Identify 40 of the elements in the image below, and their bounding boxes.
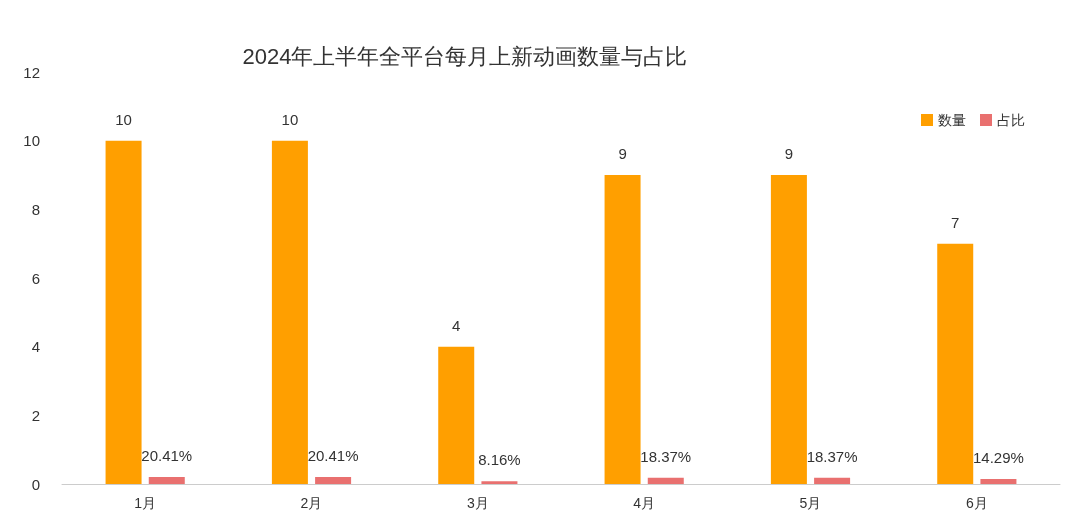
- bar: [980, 479, 1017, 484]
- x-tick-label: 4月: [633, 495, 656, 511]
- bar: [438, 346, 475, 484]
- data-label: 18.37%: [806, 447, 858, 465]
- data-label: 20.41%: [307, 446, 359, 464]
- y-tick-label: 2: [31, 406, 40, 424]
- data-label: 14.29%: [973, 449, 1024, 467]
- data-label: 10: [115, 110, 132, 128]
- legend-label: 数量: [938, 112, 966, 128]
- y-tick-label: 8: [31, 200, 40, 218]
- data-label: 4: [452, 316, 461, 334]
- data-label: 9: [618, 145, 627, 162]
- x-tick-label: 5月: [799, 495, 822, 511]
- bar: [647, 477, 684, 484]
- y-tick-label: 12: [23, 63, 40, 81]
- chart-title: 2024年上半年全平台每月上新动画数量与占比: [242, 43, 688, 69]
- bar: [814, 477, 851, 484]
- y-tick-label: 4: [31, 338, 40, 356]
- legend-label: 占比: [997, 112, 1025, 128]
- y-tick-label: 10: [23, 132, 40, 150]
- bar: [315, 476, 352, 484]
- y-tick-label: 0: [31, 475, 40, 493]
- bar: [105, 140, 142, 484]
- bar: [770, 175, 807, 484]
- data-label: 9: [784, 145, 794, 162]
- x-tick-label: 2月: [300, 495, 323, 511]
- data-label: 7: [951, 213, 960, 231]
- data-label: 18.37%: [640, 447, 692, 465]
- y-tick-label: 6: [31, 269, 40, 287]
- bar: [604, 175, 641, 484]
- bar: [937, 243, 974, 484]
- x-tick-label: 6月: [965, 495, 988, 511]
- x-tick-label: 1月: [134, 495, 157, 511]
- bar: [148, 476, 185, 484]
- bar: [481, 481, 518, 484]
- x-tick-label: 3月: [466, 495, 489, 511]
- data-label: 20.41%: [141, 446, 193, 464]
- data-label: 8.16%: [478, 451, 521, 469]
- data-label: 10: [281, 110, 299, 128]
- bar: [271, 140, 308, 484]
